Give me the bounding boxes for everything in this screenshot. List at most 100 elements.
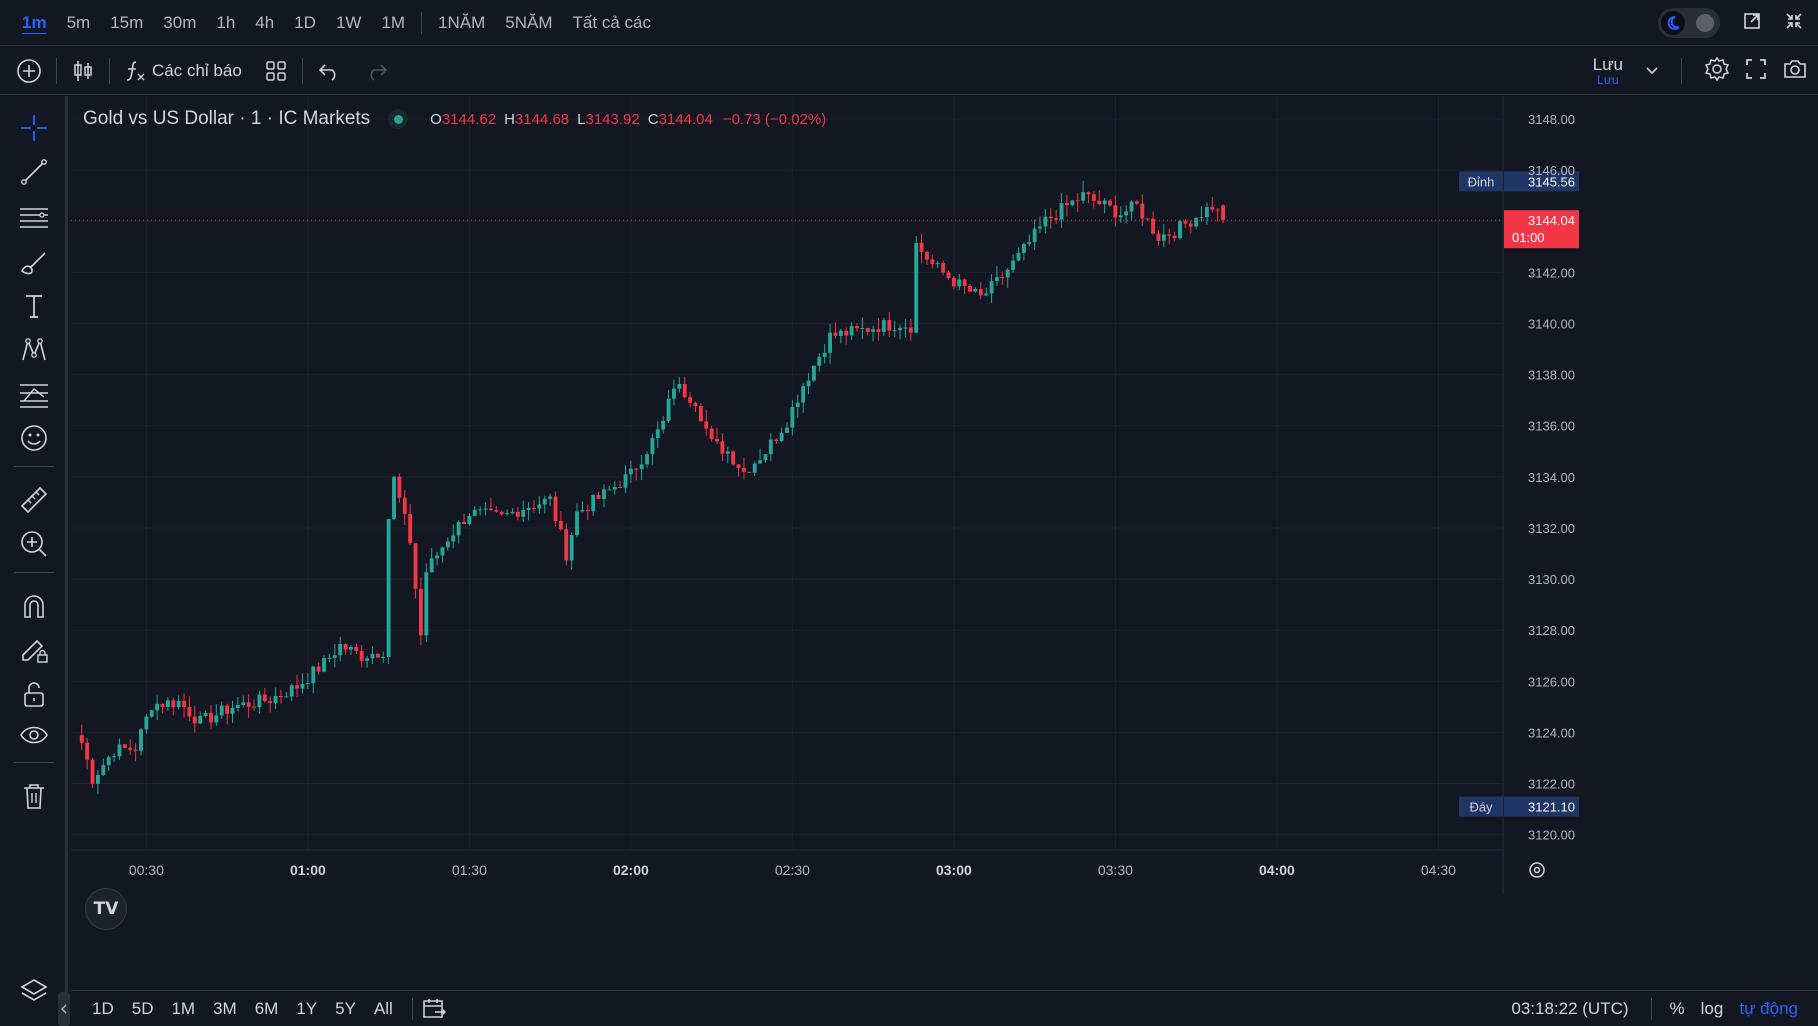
range-all[interactable]: All (373, 999, 393, 1018)
candle-body (537, 504, 542, 509)
interval-1d[interactable]: 1D (294, 13, 316, 32)
zoom-in-icon[interactable] (14, 524, 54, 564)
unlock-icon[interactable] (14, 674, 54, 714)
candle-body (558, 521, 563, 530)
price-chart[interactable]: Đỉnh 3145.56 Đáy 3121.10 3144.04 01:00 3148.0… (71, 96, 1747, 948)
interval-1m[interactable]: 1m (22, 13, 47, 32)
candle-body (198, 716, 203, 724)
trend-line-icon[interactable] (14, 152, 54, 192)
chevron-down-icon[interactable] (1645, 62, 1659, 80)
settings-gear-icon[interactable] (1704, 56, 1730, 87)
candle-body (1102, 200, 1107, 205)
add-symbol-button[interactable] (10, 53, 48, 89)
candle-body (494, 510, 499, 512)
range-1y[interactable]: 1Y (296, 999, 318, 1018)
candle-body (354, 646, 359, 652)
text-tool-icon[interactable] (14, 286, 54, 326)
popout-icon[interactable] (1742, 11, 1762, 36)
candle-body (187, 707, 192, 717)
candle-body (413, 543, 418, 589)
range-bar: 1D 5D 1M 3M 6M 1Y 5Y All 03:18:22 (UTC) … (71, 990, 1818, 1026)
undo-button[interactable] (311, 53, 347, 89)
brush-icon[interactable] (14, 242, 54, 282)
candle-body (1199, 217, 1204, 219)
high-value-box (1504, 171, 1579, 192)
eye-icon[interactable] (14, 716, 54, 756)
crosshair-icon[interactable] (14, 108, 54, 148)
candle-body (801, 386, 806, 403)
candle-body (860, 327, 865, 329)
forecast-tool-icon[interactable] (14, 374, 54, 414)
interval-1w[interactable]: 1W (335, 13, 362, 32)
candle-body (1194, 217, 1199, 227)
percent-toggle[interactable]: % (1669, 999, 1685, 1018)
candle-body (639, 464, 644, 470)
collapse-panel-button[interactable] (58, 992, 70, 1026)
candle-body (322, 658, 326, 672)
candle-body (1118, 215, 1123, 218)
candle-body (1032, 228, 1037, 243)
interval-15m[interactable]: 15m (110, 13, 144, 32)
open-key: O (430, 110, 442, 128)
lock-drawing-icon[interactable] (14, 630, 54, 670)
range-5y[interactable]: 5Y (335, 999, 356, 1018)
interval-1y[interactable]: 1NĂM (438, 13, 486, 32)
indicators-button[interactable]: Các chỉ báo (118, 53, 248, 89)
candle-body (257, 694, 262, 708)
interval-all[interactable]: Tất cả các (572, 13, 651, 32)
interval-4h[interactable]: 4h (255, 13, 275, 32)
range-6m[interactable]: 6M (254, 999, 279, 1018)
interval-5y[interactable]: 5NĂM (505, 13, 553, 32)
camera-icon[interactable] (1782, 57, 1808, 86)
interval-30m[interactable]: 30m (163, 13, 197, 32)
candle-body (79, 735, 84, 743)
candle-body (246, 702, 251, 707)
divider (301, 58, 303, 84)
chart-type-button[interactable] (65, 53, 101, 89)
candle-body (725, 451, 730, 454)
range-5d[interactable]: 5D (131, 999, 154, 1018)
redo-button[interactable] (359, 53, 395, 89)
symbol-title[interactable]: Gold vs US Dollar · 1 · IC Markets (83, 108, 371, 129)
magnet-icon[interactable] (14, 586, 54, 626)
save-label: Lưu (1592, 54, 1623, 74)
candle-body (241, 702, 246, 706)
pattern-tool-icon[interactable] (14, 330, 54, 370)
tradingview-logo[interactable]: TV (85, 888, 127, 930)
fullscreen-icon[interactable] (1744, 57, 1768, 86)
utc-clock[interactable]: 03:18:22 (UTC) (1511, 999, 1629, 1018)
candle-body (402, 497, 407, 514)
range-1m[interactable]: 1M (171, 999, 196, 1018)
candle-body (462, 521, 466, 525)
layout-button[interactable] (258, 53, 294, 89)
candle-body (731, 451, 736, 465)
interval-1h[interactable]: 1h (216, 13, 236, 32)
candle-body (1129, 201, 1134, 212)
candle-body (704, 421, 709, 429)
object-tree-icon[interactable] (14, 972, 54, 1012)
candle-body (935, 263, 940, 265)
candle-body (602, 489, 606, 499)
calendar-goto-icon[interactable] (421, 997, 447, 1021)
trash-icon[interactable] (14, 776, 54, 816)
auto-scale-toggle[interactable]: tự động (1739, 999, 1798, 1018)
low-label-box (1459, 796, 1503, 817)
range-1d[interactable]: 1D (92, 999, 114, 1018)
range-3m[interactable]: 3M (213, 999, 237, 1018)
theme-toggle[interactable] (1658, 8, 1720, 38)
interval-1mo[interactable]: 1M (381, 13, 406, 32)
candle-body (451, 535, 456, 542)
candle-body (666, 398, 671, 421)
emoji-icon[interactable] (14, 418, 54, 458)
chart-pane[interactable]: Đỉnh 3145.56 Đáy 3121.10 3144.04 01:00 3148.0… (71, 96, 1747, 948)
interval-5m[interactable]: 5m (66, 13, 91, 32)
candle-body (483, 508, 488, 510)
candle-body (343, 644, 348, 650)
candle-body (209, 713, 213, 723)
collapse-icon[interactable] (1784, 11, 1804, 36)
fib-retracement-icon[interactable] (14, 198, 54, 238)
log-toggle[interactable]: log (1700, 999, 1724, 1018)
candle-body (645, 454, 649, 465)
save-button[interactable]: Lưu Lưu (1592, 54, 1623, 86)
ruler-icon[interactable] (14, 480, 54, 520)
